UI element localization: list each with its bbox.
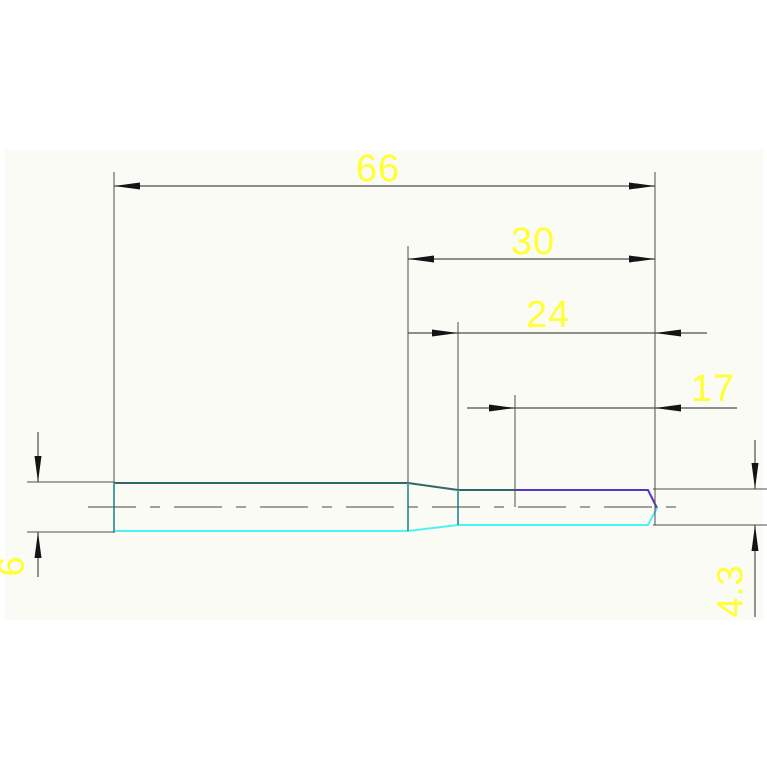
dim-6-arrow-top	[34, 456, 42, 482]
dim-30-label: 30	[511, 221, 555, 263]
dimension-4-3: 4.3	[653, 440, 767, 618]
dimension-17: 17	[467, 368, 737, 507]
drawing-canvas[interactable]	[5, 150, 763, 620]
dimension-30: 30	[407, 221, 655, 531]
dim-30-arrow-left	[408, 255, 434, 263]
dim-30-arrow-right	[629, 255, 655, 263]
dimension-24: 24	[408, 294, 707, 525]
part-tip-feature-edge	[516, 489, 658, 509]
dimension-6: 6	[0, 432, 114, 577]
dim-17-arrow-left	[489, 404, 515, 412]
dim-66-arrow-right	[629, 182, 655, 190]
part-outline	[88, 482, 682, 532]
dim-17-label: 17	[691, 368, 735, 410]
dim-66-arrow-left	[114, 182, 140, 190]
dim-17-arrow-right	[655, 404, 681, 412]
dim-4-3-arrow-bottom	[751, 525, 759, 551]
dim-24-label: 24	[526, 294, 570, 336]
dim-6-label: 6	[0, 555, 32, 576]
dimension-66: 66	[113, 148, 656, 533]
dim-4-3-label: 4.3	[710, 564, 751, 617]
part-top-edge	[114, 482, 516, 491]
dim-6-arrow-bottom	[34, 532, 42, 558]
dim-24-arrow-right	[655, 329, 681, 337]
dim-4-3-arrow-top	[751, 463, 759, 489]
dim-24-arrow-left	[432, 329, 458, 337]
dim-66-label: 66	[356, 148, 400, 190]
